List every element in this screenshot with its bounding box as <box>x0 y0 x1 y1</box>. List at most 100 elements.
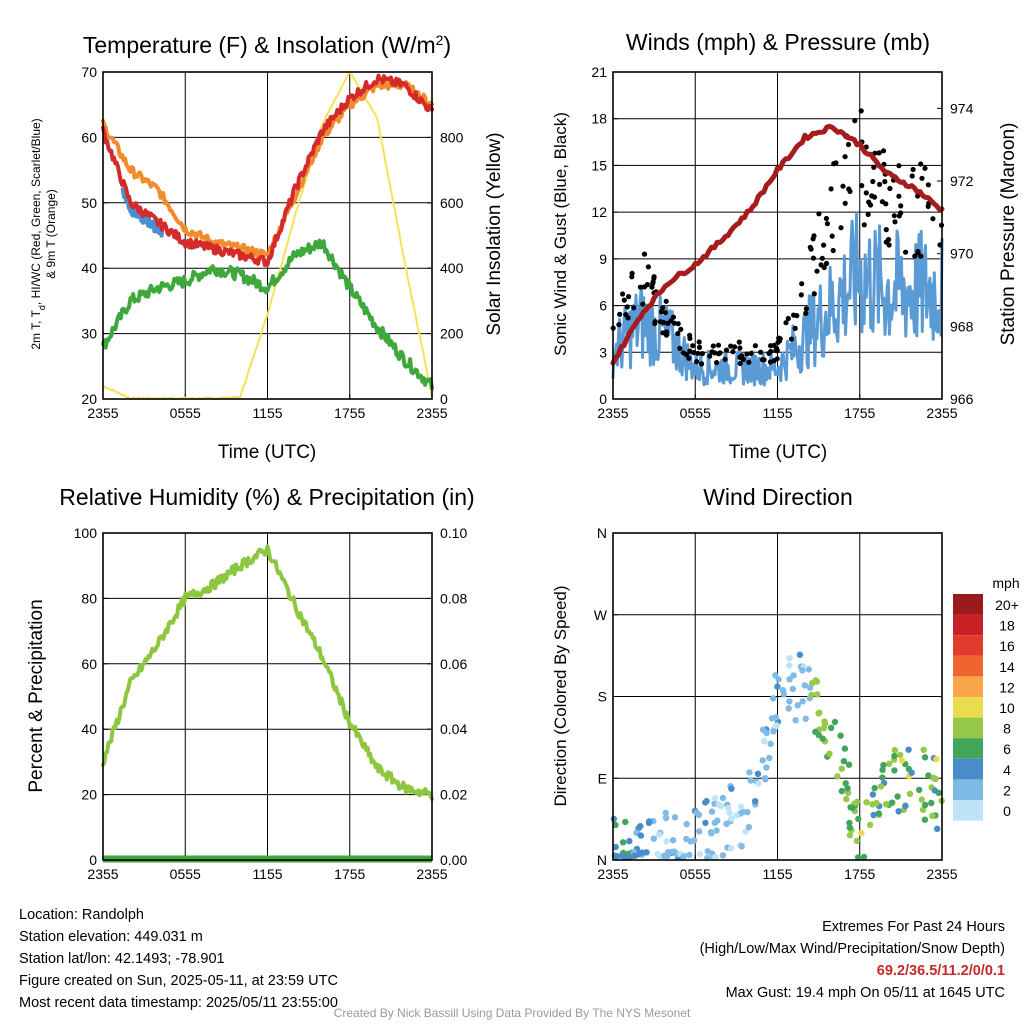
temp-y2tick-label: 0 <box>440 391 448 407</box>
gust-point <box>774 348 780 354</box>
direction-point <box>906 790 914 797</box>
humidity-panel: 2355 0555 1155 1755 23550204060801000.000.02… <box>26 484 475 882</box>
temp-xtick-label: 0555 <box>170 405 201 421</box>
extremes-values: 69.2/36.5/11.2/0/0.1 <box>876 963 1005 979</box>
gust-point <box>626 294 632 300</box>
direction-point <box>772 714 779 721</box>
direction-point <box>820 724 828 732</box>
rh-xtick-label: 2355 <box>416 866 447 882</box>
gust-point <box>768 348 774 355</box>
temp-xtick-label: 2355 <box>416 405 447 421</box>
wind-ytick-label: 21 <box>591 64 607 80</box>
gust-point <box>621 297 627 303</box>
wind-ytick-label: 3 <box>599 344 607 360</box>
temp-ytick-label: 20 <box>81 391 97 407</box>
credit-text: Created By Nick Bassill Using Data Provi… <box>333 1006 691 1020</box>
direction-point <box>930 774 937 782</box>
wind-ytick-label: 6 <box>599 298 607 314</box>
temp-xlabel: Time (UTC) <box>218 442 317 463</box>
gust-point <box>879 199 886 205</box>
dir-title: Wind Direction <box>703 484 853 510</box>
direction-point <box>854 854 862 861</box>
gust-point <box>912 253 918 259</box>
direction-point <box>853 798 861 805</box>
gust-point <box>691 350 697 356</box>
direction-point <box>905 746 912 753</box>
gust-point <box>883 239 889 245</box>
gust-point <box>695 350 701 356</box>
wind-y2tick-label: 970 <box>950 246 974 262</box>
direction-point <box>713 827 720 834</box>
direction-point <box>794 702 801 709</box>
gust-point <box>803 306 810 312</box>
direction-point <box>728 785 735 792</box>
direction-point <box>809 679 816 687</box>
direction-point <box>869 791 877 798</box>
legend-label: 2 <box>1003 782 1011 798</box>
dir-xtick-label: 0555 <box>680 866 711 882</box>
gust-point <box>871 194 878 200</box>
direction-point <box>853 837 860 844</box>
gust-point <box>915 250 921 256</box>
dir-xtick-label: 2355 <box>597 866 628 882</box>
direction-point <box>663 838 670 845</box>
gust-point <box>645 264 652 270</box>
gust-point <box>852 118 858 124</box>
direction-point <box>737 803 745 810</box>
direction-point <box>650 835 657 842</box>
dewpoint-line <box>101 238 434 391</box>
gust-point <box>675 331 681 337</box>
gust-point <box>709 349 715 355</box>
gust-point <box>842 154 848 160</box>
gust-point <box>652 319 658 325</box>
direction-point <box>786 655 793 662</box>
gust-point <box>814 268 820 274</box>
extremes-title: Extremes For Past 24 Hours <box>822 919 1005 935</box>
direction-point <box>846 832 854 839</box>
gust-point <box>922 165 928 171</box>
direction-point <box>785 705 792 712</box>
direction-point <box>846 824 853 831</box>
direction-point <box>919 806 927 813</box>
direction-point <box>792 717 799 724</box>
gust-point <box>624 304 630 310</box>
legend-swatch <box>953 614 983 636</box>
location-text: Location: Randolph <box>19 907 144 923</box>
direction-point <box>763 764 770 771</box>
gust-point <box>710 343 716 349</box>
wind-y2label: Station Pressure (Maroon) <box>998 123 1019 346</box>
direction-point <box>708 808 716 815</box>
wind-y2tick-label: 972 <box>950 173 974 189</box>
gust-point <box>707 353 713 359</box>
gust-point <box>792 325 798 331</box>
gust-point <box>830 247 836 254</box>
gust-point <box>736 339 742 345</box>
gust-point <box>660 305 666 311</box>
direction-point <box>726 809 733 817</box>
gust-point <box>658 309 664 315</box>
temp-ylabel-line1: 2m T, Td, HI/WC (Red, Green, Scarlet/Blu… <box>29 118 47 349</box>
direction-point <box>790 672 797 679</box>
direction-point <box>744 809 751 816</box>
direction-point <box>770 728 777 735</box>
legend-label: 8 <box>1003 721 1011 737</box>
gust-point <box>675 321 681 327</box>
gust-point <box>883 227 889 233</box>
direction-point <box>894 793 901 800</box>
direction-point <box>655 831 663 838</box>
legend-swatch <box>953 717 983 739</box>
legend-label: 4 <box>1003 762 1011 778</box>
temp-ytick-label: 50 <box>81 195 97 211</box>
station-info: Location: Randolph Station elevation: 44… <box>19 904 338 1014</box>
direction-point <box>669 837 677 844</box>
gust-point <box>714 360 720 366</box>
direction-point <box>680 853 687 861</box>
temp-ytick-label: 40 <box>81 260 97 276</box>
gust-point <box>847 188 853 194</box>
direction-point <box>934 825 941 832</box>
direction-point <box>891 767 898 774</box>
gust-point <box>748 350 754 356</box>
gust-point <box>752 343 759 349</box>
direction-point <box>622 818 629 826</box>
legend-swatch <box>953 635 983 656</box>
